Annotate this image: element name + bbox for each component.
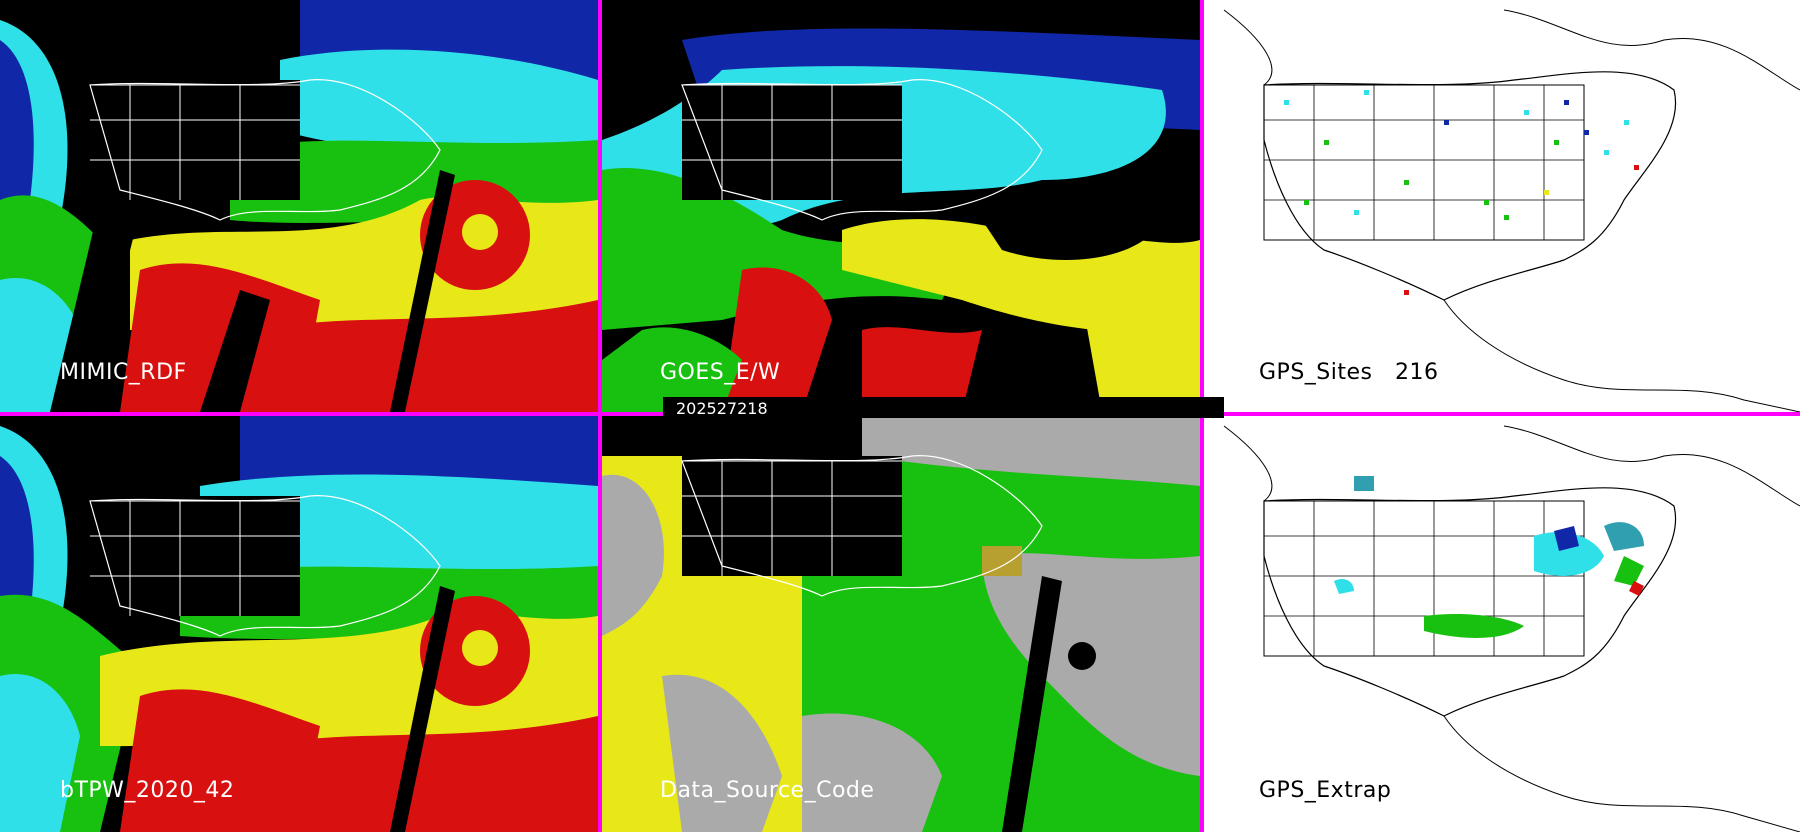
goes-map [602, 0, 1200, 412]
mimic-map [0, 0, 598, 412]
panel-label: Data_Source_Code [660, 778, 875, 803]
gps-extrap-areas [1334, 476, 1644, 638]
panel-label: GPS_Extrap [1259, 778, 1392, 803]
data-source-code-map [602, 416, 1200, 832]
panel-goes: GOES_E/W [602, 0, 1200, 412]
timestamp-label: 202527218 [676, 399, 768, 418]
panel-label: GOES_E/W [660, 360, 781, 385]
panel-mimic: MIMIC_RDF [0, 0, 598, 412]
gps-sites-map [1204, 0, 1800, 412]
timestamp-bar [663, 397, 1224, 418]
panel-data-source-code: Data_Source_Code [602, 416, 1200, 832]
panel-label: bTPW_2020_42 [60, 778, 235, 803]
gps-site-count: 216 [1394, 360, 1439, 385]
gps-extrap-map [1204, 416, 1800, 832]
btpw-map [0, 416, 598, 832]
panel-gps-sites: GPS_Sites 216 [1204, 0, 1800, 412]
panel-label: GPS_Sites 216 [1259, 360, 1439, 385]
panel-gps-extrap: GPS_Extrap [1204, 416, 1800, 832]
panel-btpw: bTPW_2020_42 [0, 416, 598, 832]
vertical-separator [598, 0, 602, 832]
panel-label: MIMIC_RDF [60, 360, 187, 385]
gps-site-markers [1284, 90, 1639, 295]
